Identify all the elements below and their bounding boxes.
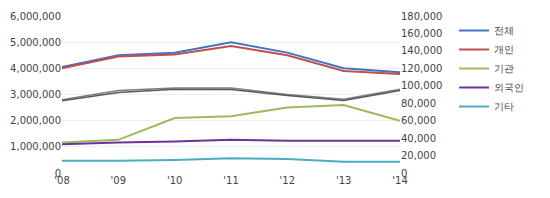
svg-text:'08: '08 <box>54 175 69 186</box>
svg-text:'14: '14 <box>392 175 407 186</box>
svg-text:0: 0 <box>55 168 61 179</box>
svg-text:80,000: 80,000 <box>401 98 436 109</box>
svg-text:40,000: 40,000 <box>401 133 436 144</box>
svg-text:100,000: 100,000 <box>401 80 442 91</box>
svg-text:'12: '12 <box>280 175 295 186</box>
svg-text:20,000: 20,000 <box>401 150 436 161</box>
svg-text:4,000,000: 4,000,000 <box>10 63 61 74</box>
svg-text:2,000,000: 2,000,000 <box>10 115 61 126</box>
svg-text:180,000: 180,000 <box>401 11 442 22</box>
svg-text:외국인: 외국인 <box>494 82 524 93</box>
svg-text:'11: '11 <box>223 175 238 186</box>
svg-text:6,000,000: 6,000,000 <box>10 11 61 22</box>
svg-text:0: 0 <box>401 168 407 179</box>
svg-text:1,000,000: 1,000,000 <box>10 141 61 152</box>
svg-text:전체: 전체 <box>494 25 514 36</box>
svg-text:5,000,000: 5,000,000 <box>10 37 61 48</box>
svg-text:'09: '09 <box>111 175 126 186</box>
svg-text:기타: 기타 <box>494 101 514 112</box>
svg-text:3,000,000: 3,000,000 <box>10 89 61 100</box>
svg-text:60,000: 60,000 <box>401 115 436 126</box>
svg-text:140,000: 140,000 <box>401 45 442 56</box>
svg-text:'13: '13 <box>336 175 351 186</box>
svg-text:160,000: 160,000 <box>401 28 442 39</box>
svg-text:기관: 기관 <box>494 63 514 74</box>
svg-text:120,000: 120,000 <box>401 63 442 74</box>
svg-text:개인: 개인 <box>494 44 514 55</box>
svg-text:'10: '10 <box>167 175 182 186</box>
